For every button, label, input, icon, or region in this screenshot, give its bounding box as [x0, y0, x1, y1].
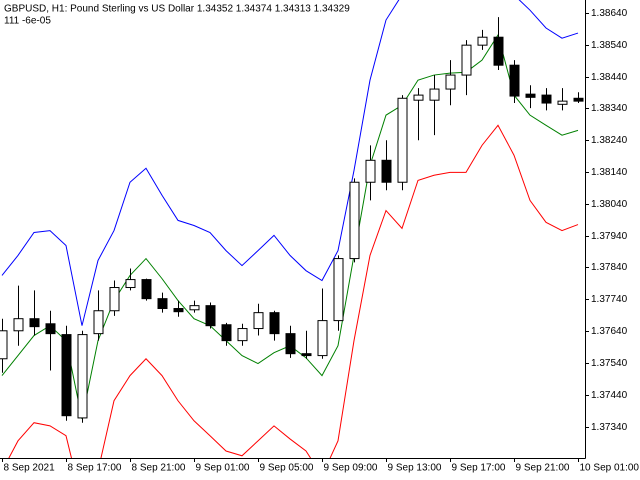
plot-area	[0, 0, 584, 458]
candle-body	[573, 97, 584, 102]
candle-body	[461, 44, 472, 76]
candle-body	[413, 94, 424, 101]
y-tick-label: 1.38240	[591, 135, 628, 146]
x-tick-label: 8 Sep 2021	[4, 463, 56, 474]
candle-body	[29, 318, 40, 328]
candle-body	[477, 36, 488, 46]
candle-body	[141, 279, 152, 300]
candle-body	[445, 74, 456, 90]
y-tick-label: 1.37540	[591, 358, 628, 369]
candle-body	[365, 159, 376, 183]
y-tick-label: 1.38040	[591, 199, 628, 210]
candle-body	[205, 305, 216, 327]
y-tick-label: 1.37740	[591, 294, 628, 305]
y-tick-label: 1.38440	[591, 72, 628, 83]
x-tick-label: 8 Sep 21:00	[132, 463, 186, 474]
candle-body	[61, 334, 72, 417]
indicator-line	[1, 0, 579, 326]
candle-body	[77, 334, 88, 419]
candle-body	[109, 287, 120, 312]
candle-body	[381, 159, 392, 183]
y-tick-label: 1.37340	[591, 422, 628, 433]
candle-body	[173, 308, 184, 313]
candle-body	[221, 324, 232, 342]
candle-body	[93, 310, 104, 335]
candle-body	[269, 312, 280, 335]
chart-subtitle: 111 -6e-05	[4, 16, 51, 27]
x-tick-label: 10 Sep 01:00	[580, 463, 640, 474]
candle-body	[317, 320, 328, 357]
x-tick-label: 9 Sep 13:00	[388, 463, 442, 474]
candle-body	[397, 97, 408, 183]
candle-body	[301, 353, 312, 357]
candle-body	[189, 305, 200, 311]
x-tick-label: 9 Sep 09:00	[324, 463, 378, 474]
chart-title: GBPUSD, H1: Pound Sterling vs US Dollar …	[4, 4, 350, 15]
candle-body	[349, 181, 360, 260]
candle-body	[333, 258, 344, 322]
x-tick-label: 8 Sep 17:00	[68, 463, 122, 474]
candle-body	[509, 64, 520, 97]
candle-body	[253, 312, 264, 330]
candle-body	[13, 318, 24, 332]
candle-body	[237, 328, 248, 342]
x-tick-label: 9 Sep 17:00	[452, 463, 506, 474]
candle-body	[0, 330, 8, 360]
y-tick-label: 1.37640	[591, 326, 628, 337]
y-tick-label: 1.38540	[591, 40, 628, 51]
candle-body	[157, 298, 168, 310]
indicator-line	[8, 124, 579, 458]
y-tick-label: 1.38140	[591, 167, 628, 178]
candle-body	[525, 93, 536, 98]
x-tick-label: 9 Sep 05:00	[260, 463, 314, 474]
candle-body	[541, 94, 552, 104]
candle-body	[45, 323, 56, 335]
candle-body	[125, 279, 136, 289]
y-tick-label: 1.38340	[591, 103, 628, 114]
y-tick-label: 1.38640	[591, 8, 628, 19]
x-tick-label: 9 Sep 01:00	[196, 463, 250, 474]
candle-body	[429, 88, 440, 101]
y-tick-label: 1.37840	[591, 262, 628, 273]
candle-body	[493, 36, 504, 66]
y-tick-label: 1.37440	[591, 390, 628, 401]
y-tick-label: 1.37940	[591, 231, 628, 242]
candle-body	[285, 333, 296, 355]
x-tick-label: 9 Sep 21:00	[516, 463, 570, 474]
candle-body	[557, 100, 568, 105]
